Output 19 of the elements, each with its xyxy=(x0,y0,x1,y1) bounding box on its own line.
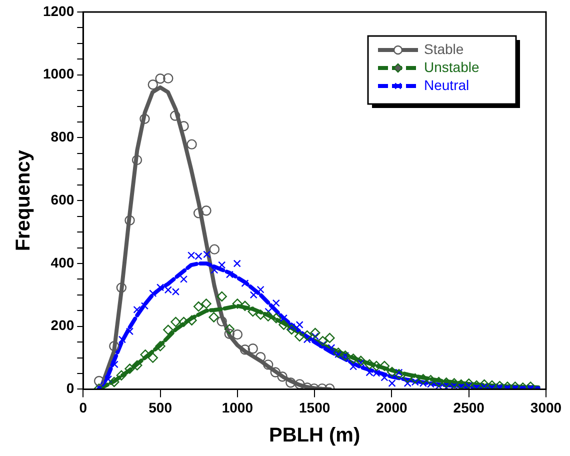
y-tick-label: 0 xyxy=(66,380,74,396)
y-tick-label: 600 xyxy=(50,191,74,208)
legend-label: Neutral xyxy=(424,76,470,93)
x-axis-title: PBLH (m) xyxy=(269,424,360,447)
x-tick-label: 500 xyxy=(148,399,172,416)
y-tick-label: 400 xyxy=(50,254,74,270)
x-tick-label: 3000 xyxy=(530,399,562,416)
x-tick-label: 2500 xyxy=(453,399,485,416)
legend-label: Unstable xyxy=(424,58,480,75)
y-tick-label: 1000 xyxy=(42,66,74,82)
x-tick-label: 2000 xyxy=(376,399,408,416)
x-tick-label: 1000 xyxy=(222,399,254,416)
y-tick-label: 1200 xyxy=(42,2,74,19)
x-tick-label: 1500 xyxy=(298,399,330,416)
x-tick-label: 0 xyxy=(79,399,88,416)
y-tick-label: 800 xyxy=(50,128,74,145)
y-axis-title: Frequency xyxy=(12,149,35,252)
y-tick-label: 200 xyxy=(50,317,74,334)
legend-label: Stable xyxy=(424,40,464,57)
